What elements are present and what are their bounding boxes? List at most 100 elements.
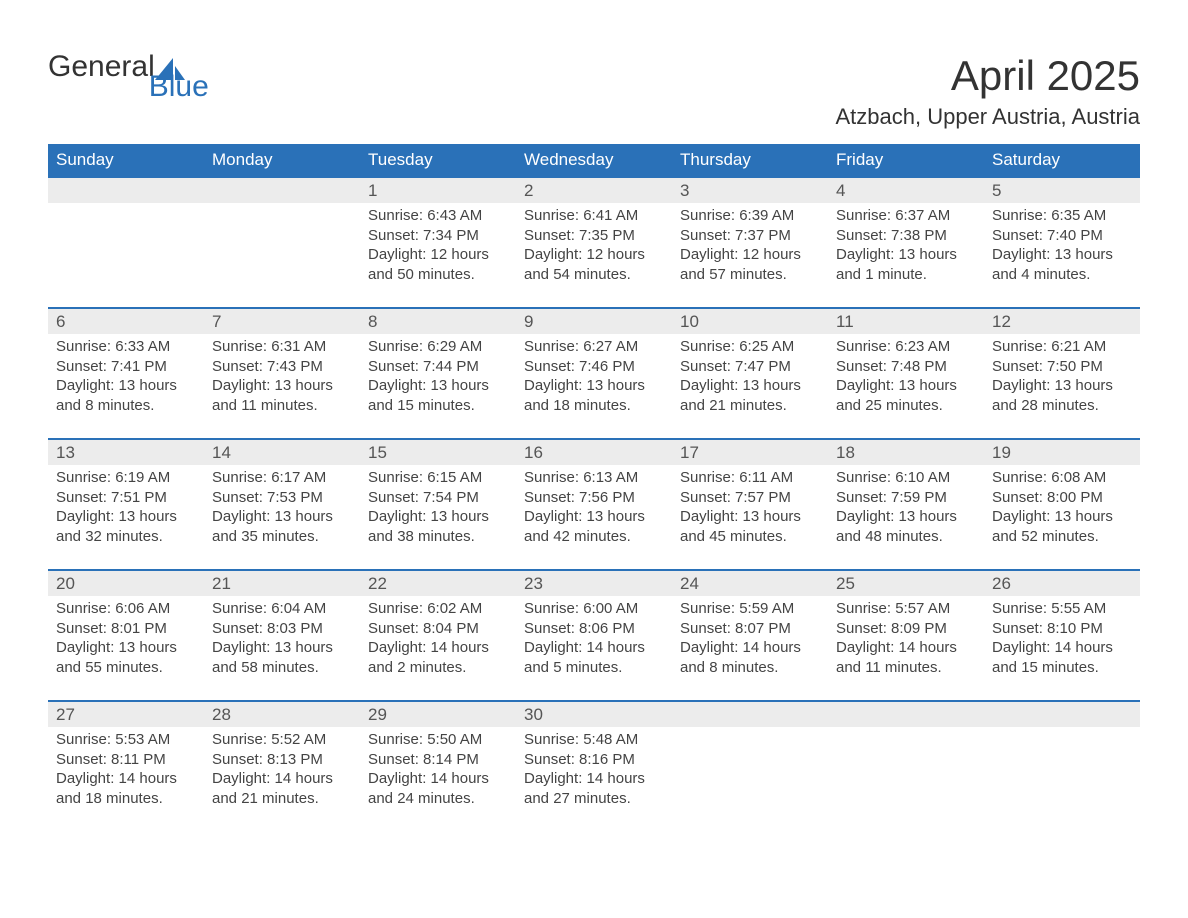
sunrise-line: Sunrise: 5:48 AM [524,730,664,750]
daylight-line-2: and 11 minutes. [836,658,976,678]
daylight-line-2: and 21 minutes. [680,396,820,416]
day-number: 12 [984,309,1140,334]
day-detail-row: Sunrise: 6:06 AMSunset: 8:01 PMDaylight:… [48,596,1140,700]
sunset-line: Sunset: 8:09 PM [836,619,976,639]
day-detail: Sunrise: 6:33 AMSunset: 7:41 PMDaylight:… [48,334,204,420]
page-subtitle: Atzbach, Upper Austria, Austria [48,104,1140,130]
day-detail: Sunrise: 6:19 AMSunset: 7:51 PMDaylight:… [48,465,204,551]
daylight-line-1: Daylight: 13 hours [212,376,352,396]
dow-thursday: Thursday [672,144,828,176]
day-number: 20 [48,571,204,596]
day-detail: Sunrise: 6:27 AMSunset: 7:46 PMDaylight:… [516,334,672,420]
daylight-line-1: Daylight: 13 hours [992,376,1132,396]
sunrise-line: Sunrise: 6:33 AM [56,337,196,357]
sunrise-line: Sunrise: 6:21 AM [992,337,1132,357]
day-detail-row: Sunrise: 5:53 AMSunset: 8:11 PMDaylight:… [48,727,1140,831]
day-number: 24 [672,571,828,596]
daylight-line-1: Daylight: 13 hours [56,376,196,396]
daylight-line-2: and 57 minutes. [680,265,820,285]
day-number: 30 [516,702,672,727]
daylight-line-2: and 18 minutes. [56,789,196,809]
day-number: 3 [672,178,828,203]
day-number: 6 [48,309,204,334]
daylight-line-2: and 21 minutes. [212,789,352,809]
day-detail: Sunrise: 6:04 AMSunset: 8:03 PMDaylight:… [204,596,360,682]
sunset-line: Sunset: 7:46 PM [524,357,664,377]
day-detail [672,727,828,813]
daylight-line-2: and 5 minutes. [524,658,664,678]
daylight-line-2: and 42 minutes. [524,527,664,547]
dow-sunday: Sunday [48,144,204,176]
page-title: April 2025 [951,32,1140,100]
daylight-line-2: and 55 minutes. [56,658,196,678]
day-detail: Sunrise: 6:37 AMSunset: 7:38 PMDaylight:… [828,203,984,289]
day-detail: Sunrise: 6:17 AMSunset: 7:53 PMDaylight:… [204,465,360,551]
daylight-line-2: and 24 minutes. [368,789,508,809]
day-detail: Sunrise: 6:06 AMSunset: 8:01 PMDaylight:… [48,596,204,682]
week-row: 12345Sunrise: 6:43 AMSunset: 7:34 PMDayl… [48,176,1140,307]
day-number: 28 [204,702,360,727]
daylight-line-1: Daylight: 13 hours [212,507,352,527]
sunset-line: Sunset: 7:35 PM [524,226,664,246]
week-row: 13141516171819Sunrise: 6:19 AMSunset: 7:… [48,438,1140,569]
daylight-line-1: Daylight: 13 hours [524,507,664,527]
daylight-line-2: and 4 minutes. [992,265,1132,285]
day-detail: Sunrise: 5:55 AMSunset: 8:10 PMDaylight:… [984,596,1140,682]
sunset-line: Sunset: 8:16 PM [524,750,664,770]
daylight-line-1: Daylight: 14 hours [680,638,820,658]
daylight-line-1: Daylight: 13 hours [56,638,196,658]
daylight-line-2: and 8 minutes. [56,396,196,416]
sunrise-line: Sunrise: 6:10 AM [836,468,976,488]
daylight-line-1: Daylight: 13 hours [368,507,508,527]
day-detail-row: Sunrise: 6:19 AMSunset: 7:51 PMDaylight:… [48,465,1140,569]
day-number: 8 [360,309,516,334]
day-detail-row: Sunrise: 6:43 AMSunset: 7:34 PMDaylight:… [48,203,1140,307]
day-detail: Sunrise: 6:23 AMSunset: 7:48 PMDaylight:… [828,334,984,420]
daylight-line-2: and 54 minutes. [524,265,664,285]
day-number: 10 [672,309,828,334]
daylight-line-1: Daylight: 13 hours [212,638,352,658]
sunset-line: Sunset: 7:50 PM [992,357,1132,377]
day-detail: Sunrise: 6:41 AMSunset: 7:35 PMDaylight:… [516,203,672,289]
day-number: 4 [828,178,984,203]
daylight-line-1: Daylight: 13 hours [680,376,820,396]
day-number: 23 [516,571,672,596]
daylight-line-1: Daylight: 14 hours [368,769,508,789]
week-row: 6789101112Sunrise: 6:33 AMSunset: 7:41 P… [48,307,1140,438]
sunset-line: Sunset: 7:38 PM [836,226,976,246]
day-number: 17 [672,440,828,465]
daylight-line-2: and 8 minutes. [680,658,820,678]
daylight-line-2: and 27 minutes. [524,789,664,809]
sunset-line: Sunset: 7:48 PM [836,357,976,377]
week-row: 20212223242526Sunrise: 6:06 AMSunset: 8:… [48,569,1140,700]
week-row: 27282930Sunrise: 5:53 AMSunset: 8:11 PMD… [48,700,1140,831]
sunset-line: Sunset: 7:43 PM [212,357,352,377]
day-number: 18 [828,440,984,465]
sunrise-line: Sunrise: 6:11 AM [680,468,820,488]
day-detail: Sunrise: 5:57 AMSunset: 8:09 PMDaylight:… [828,596,984,682]
daylight-line-2: and 1 minute. [836,265,976,285]
dow-saturday: Saturday [984,144,1140,176]
day-detail [48,203,204,289]
daylight-line-2: and 15 minutes. [368,396,508,416]
sunset-line: Sunset: 8:14 PM [368,750,508,770]
dow-monday: Monday [204,144,360,176]
sunrise-line: Sunrise: 6:19 AM [56,468,196,488]
sunrise-line: Sunrise: 6:02 AM [368,599,508,619]
sunrise-line: Sunrise: 5:59 AM [680,599,820,619]
day-number: 13 [48,440,204,465]
day-number-row: 27282930 [48,702,1140,727]
day-number: 22 [360,571,516,596]
day-number: 11 [828,309,984,334]
daylight-line-2: and 35 minutes. [212,527,352,547]
sunset-line: Sunset: 8:07 PM [680,619,820,639]
day-number-row: 6789101112 [48,309,1140,334]
daylight-line-2: and 15 minutes. [992,658,1132,678]
logo-text-2: Blue [149,70,209,104]
sunset-line: Sunset: 8:13 PM [212,750,352,770]
day-detail: Sunrise: 5:53 AMSunset: 8:11 PMDaylight:… [48,727,204,813]
dow-friday: Friday [828,144,984,176]
day-detail: Sunrise: 6:10 AMSunset: 7:59 PMDaylight:… [828,465,984,551]
sunrise-line: Sunrise: 6:39 AM [680,206,820,226]
sunrise-line: Sunrise: 6:23 AM [836,337,976,357]
